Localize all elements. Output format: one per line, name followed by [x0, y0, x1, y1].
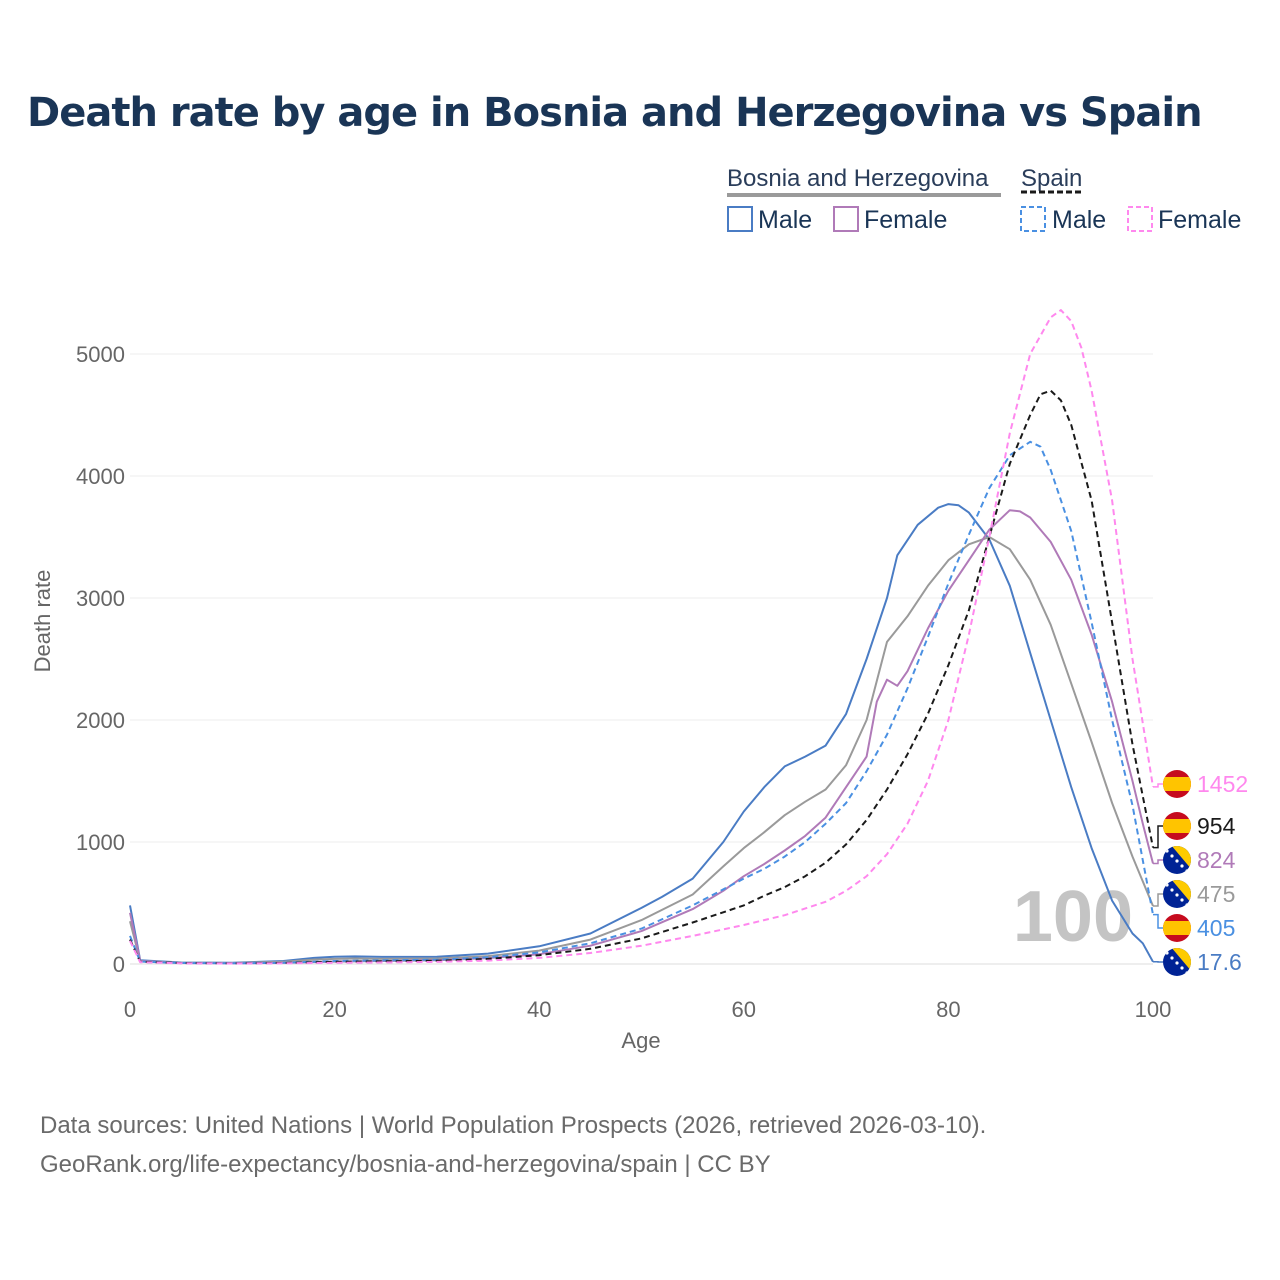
axes: 0 1000 2000 3000 4000 5000 0 20 40 60 80 100 — [76, 342, 1171, 1022]
legend-swatch-bih-female[interactable] — [833, 206, 859, 232]
legend-label-bih-female[interactable]: Female — [864, 206, 947, 234]
y-tick-label: 0 — [113, 952, 125, 977]
end-connector — [1153, 913, 1163, 929]
series-line-bih_total[interactable] — [129, 536, 1154, 964]
y-tick-label: 5000 — [76, 342, 125, 367]
grid — [130, 353, 1153, 965]
x-tick-label: 100 — [1135, 997, 1172, 1022]
legend-group-bih[interactable]: Bosnia and Herzegovina — [727, 165, 989, 192]
y-axis-title: Death rate — [30, 570, 55, 673]
spain-flag-icon — [1163, 812, 1191, 840]
page-title: Death rate by age in Bosnia and Herzegov… — [27, 90, 1203, 136]
end-connector — [1153, 859, 1163, 865]
legend-swatch-spain-male[interactable] — [1020, 206, 1046, 232]
end-connector — [1153, 783, 1163, 788]
end-value-label: 954 — [1197, 813, 1236, 839]
legend-swatch-bih-male[interactable] — [727, 206, 753, 232]
series-line-bih_male[interactable] — [129, 503, 1154, 964]
x-tick-label: 0 — [124, 997, 136, 1022]
end-connectors — [1153, 783, 1163, 963]
spain-flag-icon — [1163, 770, 1191, 798]
legend-label-spain-female[interactable]: Female — [1158, 206, 1241, 234]
footer-link[interactable]: GeoRank.org/life-expectancy/bosnia-and-h… — [40, 1151, 771, 1178]
x-tick-label: 60 — [732, 997, 756, 1022]
x-tick-label: 20 — [322, 997, 346, 1022]
bosnia-flag-icon — [1163, 948, 1191, 976]
legend-label-bih-male[interactable]: Male — [758, 206, 812, 234]
spain-flag-icon — [1163, 914, 1191, 942]
series-line-esp_total[interactable] — [129, 389, 1154, 965]
age-marker: 100 — [1013, 877, 1133, 957]
x-axis-title: Age — [621, 1028, 660, 1053]
series-line-esp_female[interactable] — [129, 309, 1154, 965]
y-tick-label: 1000 — [76, 830, 125, 855]
legend-swatch-spain-female[interactable] — [1127, 206, 1153, 232]
end-value-label: 475 — [1197, 881, 1235, 907]
end-connector — [1153, 825, 1163, 849]
bosnia-flag-icon — [1163, 846, 1191, 874]
end-value-label: 17.6 — [1197, 949, 1242, 975]
legend-label-spain-male[interactable]: Male — [1052, 206, 1106, 234]
death-rate-chart: Bosnia and Herzegovina Spain Male Female… — [30, 165, 1248, 1053]
y-tick-label: 3000 — [76, 586, 125, 611]
end-labels: 17.6 405 475 824 954 1452 — [1163, 770, 1248, 976]
y-tick-label: 4000 — [76, 464, 125, 489]
footer-source: Data sources: United Nations | World Pop… — [40, 1112, 987, 1139]
end-value-label: 1452 — [1197, 771, 1248, 797]
bosnia-flag-icon — [1163, 880, 1191, 908]
end-value-label: 405 — [1197, 915, 1235, 941]
footer: Data sources: United Nations | World Pop… — [40, 1106, 986, 1184]
series-lines — [129, 309, 1154, 965]
x-tick-label: 80 — [936, 997, 960, 1022]
x-tick-label: 40 — [527, 997, 551, 1022]
legend: Bosnia and Herzegovina Spain Male Female… — [727, 165, 1241, 234]
end-value-label: 824 — [1197, 847, 1236, 873]
y-tick-label: 2000 — [76, 708, 125, 733]
end-connector — [1153, 893, 1163, 907]
series-line-bih_female[interactable] — [129, 509, 1154, 965]
series-line-esp_male[interactable] — [129, 440, 1154, 965]
legend-group-spain[interactable]: Spain — [1021, 165, 1082, 192]
